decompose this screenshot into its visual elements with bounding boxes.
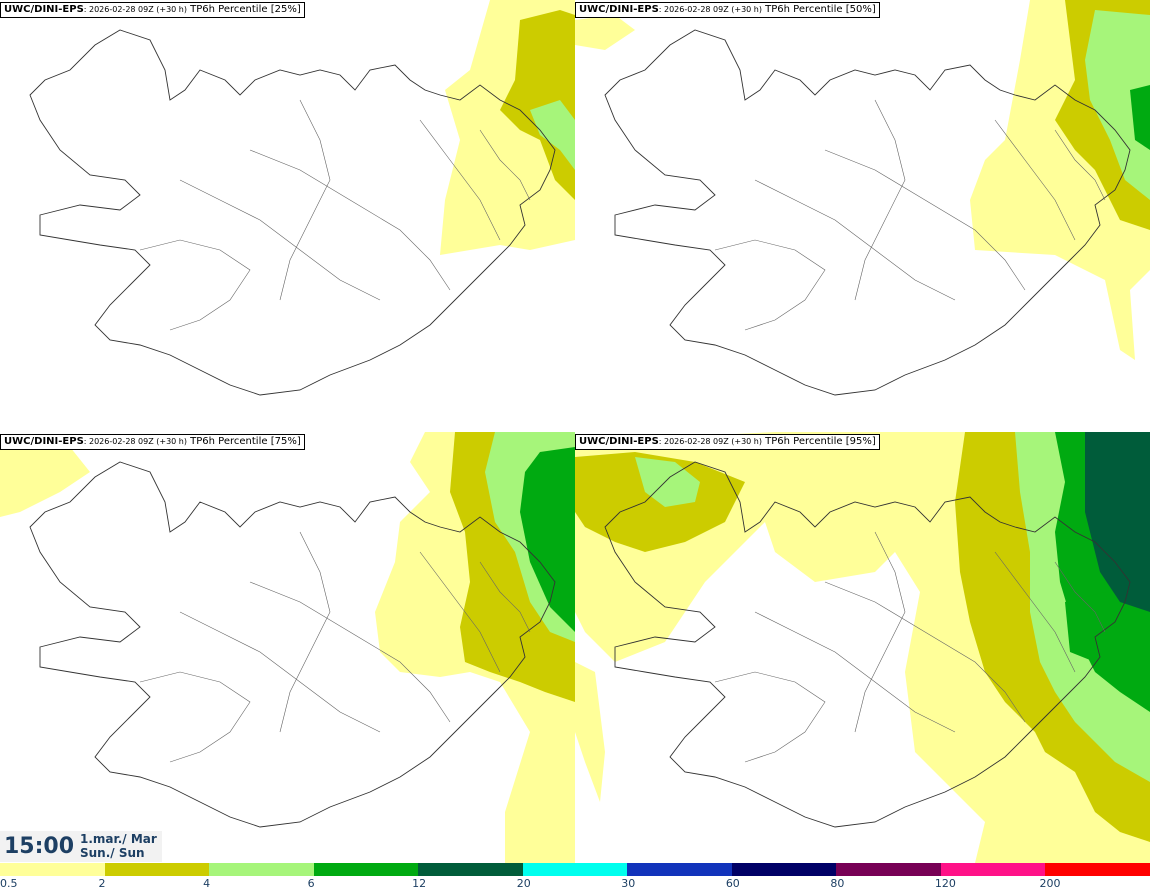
road-line — [249, 149, 451, 291]
model-name: UWC/DINI-EPS — [4, 4, 84, 15]
road-line — [479, 561, 531, 633]
iceland-outline-map — [29, 29, 556, 396]
coastline — [29, 29, 556, 396]
road-line — [1054, 129, 1106, 201]
legend-label: 6 — [307, 877, 315, 890]
road-line — [419, 551, 501, 673]
legend-swatch — [731, 863, 837, 876]
run-info: : 2026-02-28 09Z (+30 h) — [658, 437, 762, 446]
product-name: TP6h Percentile [95%] — [761, 436, 876, 447]
precip-area-light-2 — [575, 15, 635, 50]
model-name: UWC/DINI-EPS — [579, 4, 659, 15]
road-line — [714, 671, 826, 763]
precip-map-p95 — [575, 432, 1150, 863]
run-info: : 2026-02-28 09Z (+30 h) — [83, 437, 187, 446]
road-line — [824, 149, 1026, 291]
road-line — [854, 99, 906, 301]
panel-title: UWC/DINI-EPS: 2026-02-28 09Z (+30 h) TP6… — [575, 434, 880, 450]
precip-area-light-sw — [575, 662, 605, 802]
legend-label: 20 — [516, 877, 531, 890]
valid-weekday: Sun./ Sun — [80, 846, 145, 860]
precip-map-p75 — [0, 432, 575, 863]
run-info: : 2026-02-28 09Z (+30 h) — [658, 5, 762, 14]
legend-label: 0.5 — [0, 877, 18, 890]
coastline — [604, 29, 1131, 396]
legend-label: 12 — [412, 877, 427, 890]
precip-area-heavy — [1130, 85, 1150, 150]
road-line — [279, 531, 331, 733]
precip-area-heavy — [520, 447, 575, 632]
precip-area-very-heavy — [1085, 432, 1150, 612]
road-line — [479, 129, 531, 201]
map-panel-p50: UWC/DINI-EPS: 2026-02-28 09Z (+30 h) TP6… — [575, 0, 1150, 431]
road-line — [139, 671, 251, 763]
legend-swatch — [104, 863, 210, 876]
road-line — [249, 581, 451, 723]
coastline — [604, 461, 1131, 828]
valid-time-box: 15:00 1.mar./ Mar Sun./ Sun — [0, 831, 162, 862]
road-line — [279, 99, 331, 301]
panel-title: UWC/DINI-EPS: 2026-02-28 09Z (+30 h) TP6… — [0, 434, 305, 450]
legend-label: 4 — [203, 877, 211, 890]
road-line — [179, 611, 381, 733]
legend-label: 2 — [98, 877, 106, 890]
legend-color-bar — [0, 863, 1150, 876]
road-line — [854, 531, 906, 733]
iceland-outline-map — [29, 461, 556, 828]
road-line — [754, 611, 956, 733]
road-line — [139, 239, 251, 331]
precip-area-medium — [500, 10, 575, 200]
model-name: UWC/DINI-EPS — [579, 436, 659, 447]
legend-swatch — [522, 863, 628, 876]
legend-swatch — [1045, 863, 1150, 876]
product-name: TP6h Percentile [50%] — [761, 4, 876, 15]
precip-area-light-nw — [0, 437, 90, 517]
precip-color-legend: 0.5 2 4 6 12 20 30 60 80 120 200 — [0, 863, 1150, 891]
product-name: TP6h Percentile [75%] — [186, 436, 301, 447]
iceland-outline-map — [604, 461, 1131, 828]
iceland-outline-map — [604, 29, 1131, 396]
legend-label: 200 — [1039, 877, 1061, 890]
road-line — [994, 119, 1076, 241]
road-line — [179, 179, 381, 301]
road-line — [994, 551, 1076, 673]
legend-swatch — [0, 863, 105, 876]
valid-date: 1.mar./ Mar — [80, 832, 157, 846]
panel-title: UWC/DINI-EPS: 2026-02-28 09Z (+30 h) TP6… — [0, 2, 305, 18]
legend-swatch — [836, 863, 941, 876]
legend-swatch — [627, 863, 732, 876]
road-line — [1054, 561, 1106, 633]
product-name: TP6h Percentile [25%] — [186, 4, 301, 15]
legend-swatch — [940, 863, 1046, 876]
road-line — [824, 581, 1026, 723]
panel-title: UWC/DINI-EPS: 2026-02-28 09Z (+30 h) TP6… — [575, 2, 880, 18]
precip-area-high-nw — [635, 457, 700, 507]
valid-time: 15:00 — [4, 834, 75, 859]
precip-area-high — [530, 100, 575, 170]
run-info: : 2026-02-28 09Z (+30 h) — [83, 5, 187, 14]
legend-swatch — [313, 863, 419, 876]
precip-map-p50 — [575, 0, 1150, 396]
legend-label: 120 — [934, 877, 956, 890]
road-line — [714, 239, 826, 331]
legend-label: 30 — [621, 877, 636, 890]
map-panel-p75: UWC/DINI-EPS: 2026-02-28 09Z (+30 h) TP6… — [0, 432, 575, 863]
legend-swatch — [418, 863, 523, 876]
road-line — [419, 119, 501, 241]
legend-label: 80 — [830, 877, 845, 890]
precip-area-high — [1085, 10, 1150, 200]
model-name: UWC/DINI-EPS — [4, 436, 84, 447]
coastline — [29, 461, 556, 828]
map-panel-p25: UWC/DINI-EPS: 2026-02-28 09Z (+30 h) TP6… — [0, 0, 575, 431]
precip-map-p25 — [29, 0, 575, 396]
legend-swatch — [209, 863, 314, 876]
map-panel-p95: UWC/DINI-EPS: 2026-02-28 09Z (+30 h) TP6… — [575, 432, 1150, 863]
road-line — [754, 179, 956, 301]
legend-label: 60 — [725, 877, 740, 890]
precip-area-heavy-2 — [1065, 592, 1120, 662]
